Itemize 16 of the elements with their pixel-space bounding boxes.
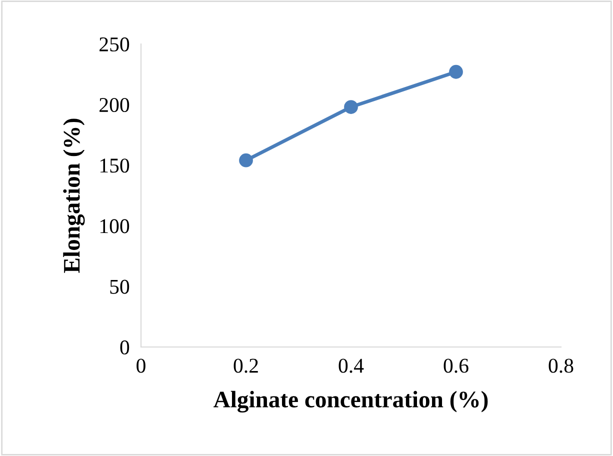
x-tick-label: 0.8 xyxy=(548,358,574,373)
x-axis-title: Alginate concentration (%) xyxy=(214,390,488,412)
x-tick-label: 0 xyxy=(136,358,146,373)
x-tick-label: 0.2 xyxy=(234,358,258,373)
y-tick-label: 200 xyxy=(100,98,130,112)
x-tick-label: 0.4 xyxy=(338,358,364,373)
point xyxy=(449,64,463,79)
y-tick-label: 250 xyxy=(100,37,130,52)
x-tick-label: 0.6 xyxy=(444,358,468,373)
point xyxy=(344,100,358,114)
y-axis-title: Elongation (%) xyxy=(63,118,85,273)
point xyxy=(239,153,253,168)
y-tick-label: 150 xyxy=(100,158,130,173)
y-tick-label: 50 xyxy=(110,280,130,294)
y-tick-label: 0 xyxy=(120,340,130,354)
y-tick-label: 100 xyxy=(100,219,130,234)
